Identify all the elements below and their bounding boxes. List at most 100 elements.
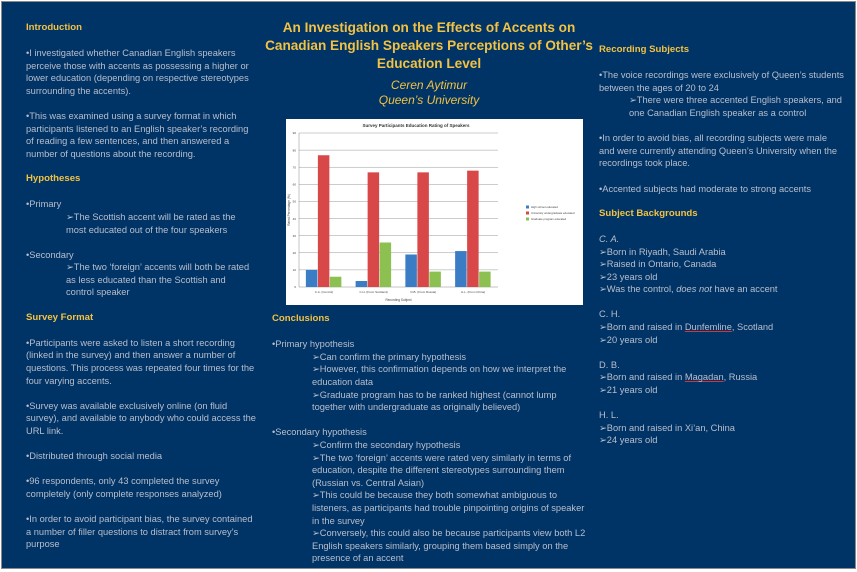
bullet-text: ➢21 years old [599, 385, 658, 396]
bullet-text: •I investigated whether Canadian English… [26, 48, 249, 96]
spacer [26, 324, 256, 337]
bar-0-1 [355, 281, 368, 287]
spacer [26, 186, 256, 199]
bullet-text: ➢Born and raised in Dunfemline, Scotland [599, 321, 844, 334]
bar-1-1 [367, 172, 380, 287]
bullet-text: D. B. [599, 359, 620, 370]
underlined-word: Dunfemline [684, 322, 732, 333]
y-axis-label: Rated Percentage (%) [287, 194, 291, 226]
sub-bullet-text: ➢The two ‘foreign’ accents were rated ve… [312, 452, 572, 488]
bullet-text: H. L. [599, 410, 619, 421]
text-span: have an accent [711, 284, 778, 295]
spacer [26, 501, 256, 514]
bar-1-3 [467, 170, 479, 287]
bullet-text: •In order to avoid participant bias, the… [26, 514, 253, 550]
sub-bullet-text: ➢Graduate program has to be ranked highe… [312, 389, 557, 413]
bullet-text: •In order to avoid bias, all recording s… [599, 133, 838, 169]
legend-label: University undergraduate educated [531, 211, 575, 215]
text-span: ➢Born and raised in [599, 372, 685, 383]
bullet-text: •Participants were asked to listen a sho… [26, 337, 255, 386]
bullet-text: ➢24 years old [599, 435, 658, 446]
y-tick-label: 30 [293, 234, 297, 238]
bar-1-2 [417, 172, 429, 287]
y-tick-label: 80 [293, 148, 297, 152]
sub-bullet-text: ➢This could be because they both somewha… [312, 490, 585, 526]
section-heading: Recording Subjects [599, 44, 690, 55]
spacer [599, 296, 844, 309]
spacer [599, 57, 844, 70]
bullet-text: •Primary [26, 199, 62, 210]
bullet-text: ➢Born and raised in Magadan, Russia [599, 371, 844, 384]
poster-title: An Investigation on the Effects of Accen… [265, 20, 593, 71]
bullet-text: C. A. [599, 233, 620, 244]
x-tick-label: C.A. (Control) [315, 290, 333, 294]
y-tick-label: 10 [293, 268, 297, 272]
bar-2-0 [329, 276, 342, 287]
underlined-word: Magadan [684, 372, 724, 383]
spacer [599, 220, 844, 233]
bullet-text: •The voice recordings were exclusively o… [599, 70, 844, 93]
section-heading: Conclusions [272, 313, 330, 324]
sub-bullet-text: ➢Conversely, this could also be because … [312, 528, 586, 564]
spacer [272, 414, 590, 427]
spacer [599, 120, 844, 133]
bullet-text: •96 respondents, only 43 completed the s… [26, 476, 222, 499]
legend-swatch-1 [526, 211, 529, 215]
center-column: Conclusions •Primary hypothesis ➢Can confi… [272, 313, 590, 565]
bullet-text: ➢20 years old [599, 334, 658, 345]
bullet-text: ➢Raised in Ontario, Canada [599, 259, 717, 270]
sub-bullet-text: ➢Can confirm the primary hypothesis [312, 351, 467, 362]
author: Ceren Aytimur [390, 78, 468, 92]
bar-2-3 [479, 271, 491, 287]
section-heading: Introduction [26, 22, 82, 33]
y-tick-label: 0 [294, 285, 296, 289]
sub-bullet-text: ➢Confirm the secondary hypothesis [312, 439, 461, 450]
x-tick-label: H.L. (From China) [461, 290, 485, 294]
x-axis-label: Recording Subject [385, 298, 411, 302]
y-tick-label: 70 [293, 165, 297, 169]
sub-bullet-text: ➢The Scottish accent will be rated as th… [66, 211, 236, 235]
y-tick-label: 40 [293, 217, 297, 221]
bullet-text: •Secondary [26, 249, 74, 260]
section-heading: Subject Backgrounds [599, 207, 698, 219]
text-span: does not [676, 284, 712, 295]
sub-bullet-text: ➢There were three accented English speak… [629, 95, 842, 118]
bullet-text: ➢Was the control, does not have an accen… [599, 283, 844, 296]
sub-bullet-text: ➢The two ‘foreign’ accents will both be … [66, 262, 250, 298]
y-tick-label: 60 [293, 183, 297, 187]
y-tick-label: 90 [293, 131, 297, 135]
spacer [599, 397, 844, 410]
bullet-text: ➢23 years old [599, 271, 658, 282]
bullet-text: •Distributed through social media [26, 451, 163, 462]
left-column: Introduction •I investigated whether Cana… [26, 22, 256, 551]
sub-bullet-text: ➢However, this confirmation depends on h… [312, 364, 567, 387]
bar-0-3 [455, 251, 467, 287]
spacer [26, 463, 256, 476]
spacer [599, 170, 844, 183]
bar-0-0 [305, 269, 318, 287]
spacer [26, 387, 256, 400]
legend-label: Graduate program educated [531, 217, 567, 221]
spacer [26, 438, 256, 451]
bullet-text: C. H. [599, 309, 621, 320]
legend-label: High school educated [531, 205, 558, 209]
section-heading: Survey Format [26, 311, 94, 323]
spacer [272, 326, 590, 339]
affiliation: Queen’s University [378, 93, 480, 107]
bullet-text: ➢Born in Riyadh, Saudi Arabia [599, 246, 726, 257]
x-tick-label: C.H. (From Scotland) [359, 290, 387, 294]
text-span: , Russia [723, 372, 758, 383]
spacer [599, 195, 844, 208]
spacer [599, 346, 844, 359]
spacer [26, 35, 256, 48]
legend-swatch-0 [526, 205, 529, 209]
chart-title: Survey Participants Education Rating of … [362, 123, 470, 128]
bullet-text: •This was examined using a survey format… [26, 111, 249, 159]
bar-2-2 [429, 271, 441, 287]
text-span: ➢Born and raised in [599, 322, 685, 333]
x-tick-label: D.B. (From Russia) [411, 290, 437, 294]
legend-swatch-2 [526, 217, 529, 221]
bar-2-1 [379, 242, 392, 287]
bullet-text: •Survey was available exclusively online… [26, 400, 256, 436]
text-span: ➢Was the control, [599, 284, 677, 295]
